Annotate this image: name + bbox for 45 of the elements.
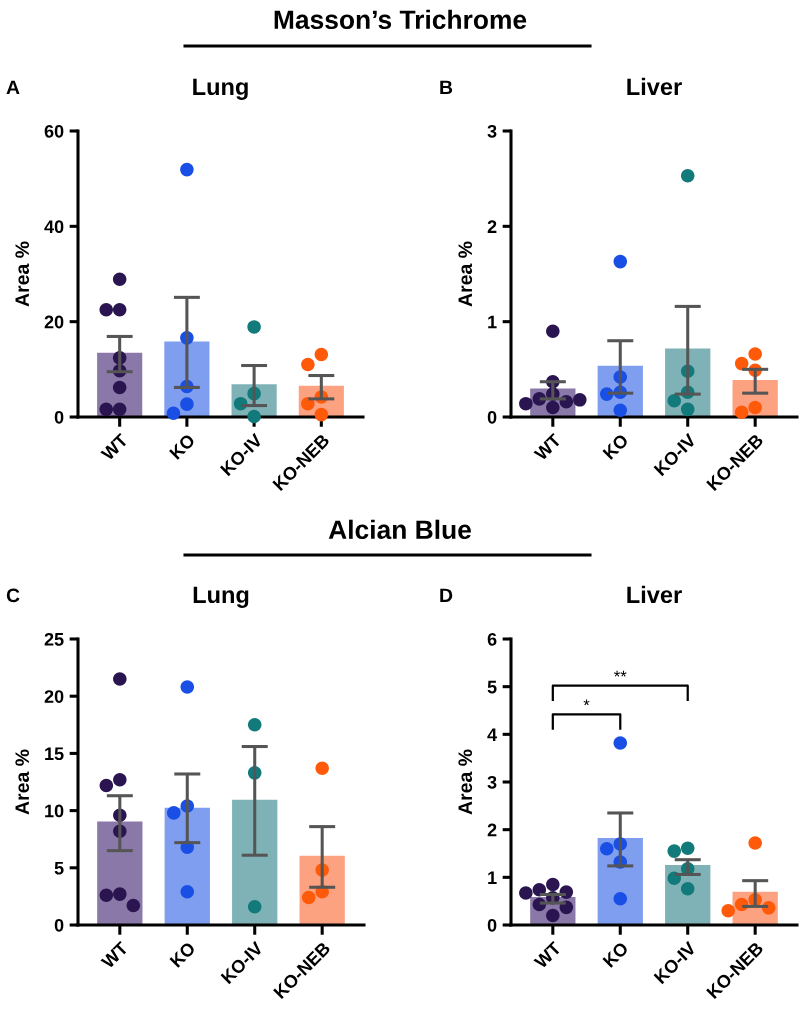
y-tick-label: 5: [54, 861, 64, 875]
y-tick-label: 3: [487, 775, 497, 789]
y-tick-label: 0: [54, 410, 64, 424]
y-axis-title: Area %: [458, 749, 473, 815]
x-tick-label: KO: [168, 433, 196, 460]
y-tick-label: 0: [487, 410, 497, 424]
y-axis-title: Area %: [458, 241, 473, 307]
y-tick-label: 3: [487, 124, 497, 138]
y-tick-label: 0: [54, 918, 64, 932]
text: D: [440, 588, 453, 603]
x-tick-label: WT: [100, 432, 129, 462]
y-tick-label: 15: [45, 747, 64, 761]
chart-title: Lung: [193, 586, 249, 608]
y-tick-label: 60: [44, 124, 64, 138]
chart-title: Liver: [627, 77, 682, 96]
text: A: [6, 80, 20, 95]
y-tick-label: 2: [487, 220, 497, 233]
text: C: [6, 588, 20, 603]
y-tick-label: 4: [487, 728, 498, 741]
y-axis-title: Area %: [15, 749, 30, 815]
chart-title: Lung: [193, 78, 248, 100]
y-tick-label: 1: [488, 315, 497, 329]
y-tick-label: 20: [44, 690, 64, 703]
chart-subtitle: Masson’s Trichrome: [274, 9, 527, 30]
chart-title: Liver: [627, 585, 682, 604]
x-tick-label: KO: [602, 433, 630, 460]
y-tick-label: 1: [488, 871, 497, 884]
text: B: [440, 80, 453, 95]
y-tick-label: 0: [487, 918, 497, 932]
x-tick-label: WT: [533, 940, 562, 970]
y-tick-label: 2: [487, 823, 497, 837]
x-tick-label: KO: [169, 941, 197, 968]
y-tick-label: 40: [44, 220, 64, 234]
y-tick-label: 6: [487, 632, 497, 646]
annotation: **: [614, 670, 627, 677]
y-tick-label: 5: [487, 680, 497, 694]
x-tick-label: WT: [100, 940, 129, 970]
annotation: *: [583, 699, 590, 706]
x-tick-label: KO: [602, 941, 630, 968]
y-axis-title: Area %: [15, 241, 30, 307]
y-tick-label: 25: [44, 632, 64, 646]
chart-subtitle: Alcian Blue: [328, 519, 471, 540]
y-tick-label: 20: [44, 315, 64, 329]
x-tick-label: WT: [533, 432, 562, 462]
y-tick-label: 10: [45, 804, 64, 818]
